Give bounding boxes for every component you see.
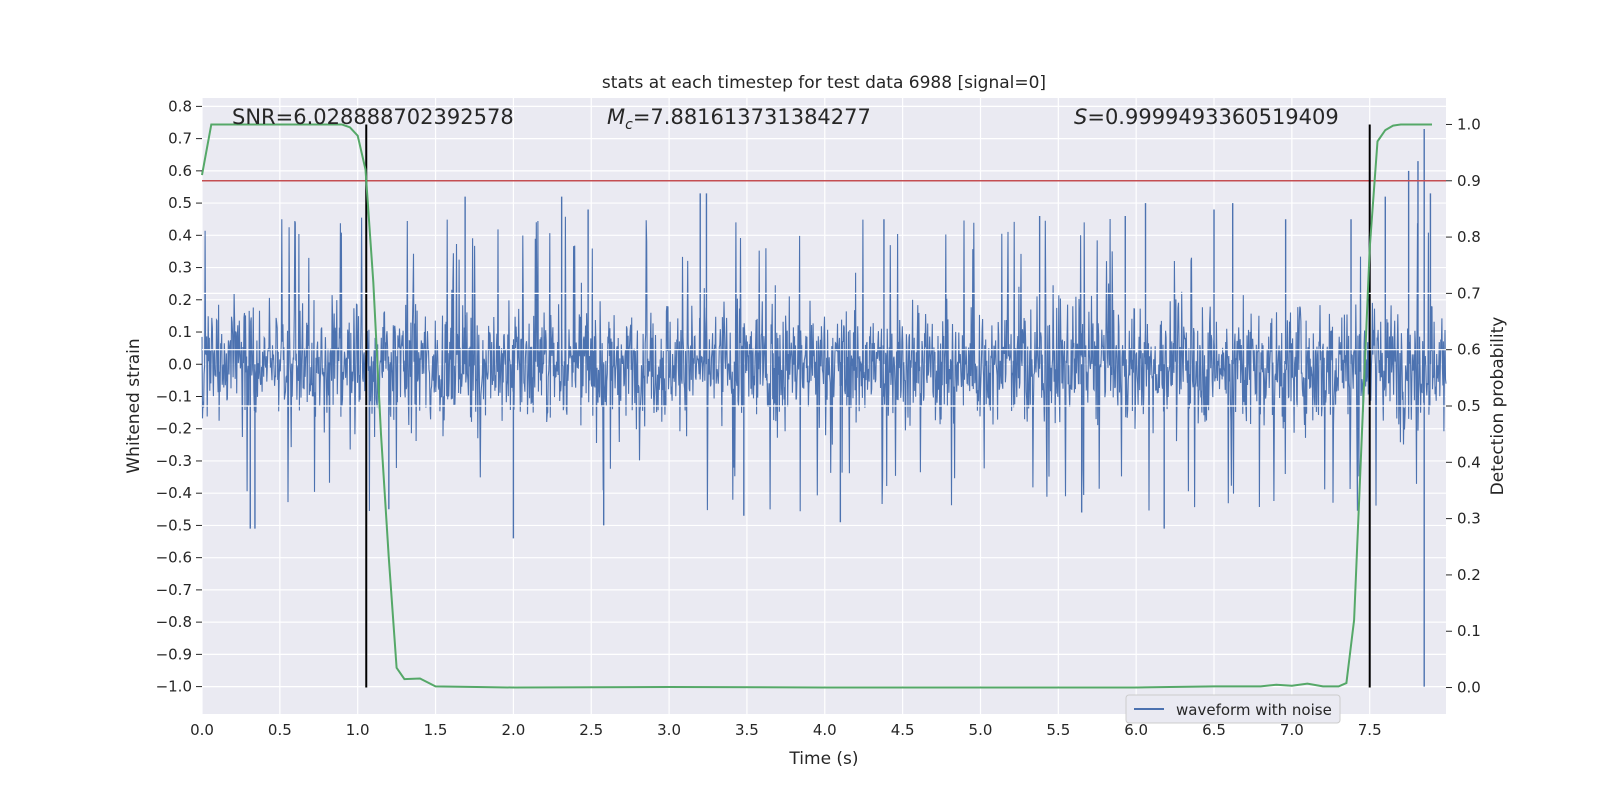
y2-tick-label: 0.9 bbox=[1457, 172, 1481, 190]
overlay-lines bbox=[202, 124, 1446, 688]
y-tick-label: 0.2 bbox=[168, 291, 192, 309]
x-tick-label: 6.5 bbox=[1202, 721, 1226, 739]
mc-annotation: Mc=7.881613731384277 bbox=[607, 105, 871, 133]
y-tick-label: −0.5 bbox=[156, 516, 192, 534]
y-tick-label: 0.5 bbox=[168, 194, 192, 212]
y2-tick-label: 0.3 bbox=[1457, 510, 1481, 528]
x-tick-label: 1.5 bbox=[424, 721, 448, 739]
x-tick-label: 1.0 bbox=[346, 721, 370, 739]
y2-tick-label: 0.0 bbox=[1457, 679, 1481, 697]
x-tick-label: 0.0 bbox=[190, 721, 214, 739]
probability-line bbox=[201, 123, 1432, 689]
legend: waveform with noise bbox=[1125, 694, 1341, 724]
x-tick-label: 6.0 bbox=[1124, 721, 1148, 739]
x-tick-label: 2.5 bbox=[579, 721, 603, 739]
x-tick-label: 0.5 bbox=[268, 721, 292, 739]
y-tick-label: −0.9 bbox=[156, 645, 192, 663]
y-tick-label: −0.2 bbox=[156, 420, 192, 438]
s-annotation: S=0.9999493360519409 bbox=[1074, 105, 1339, 129]
x-tick-label: 4.5 bbox=[891, 721, 915, 739]
legend-box bbox=[1125, 694, 1341, 724]
y2-axis-label: Detection probability bbox=[1488, 317, 1508, 496]
y-tick-label: −0.6 bbox=[156, 549, 192, 567]
y2-tick-label: 0.5 bbox=[1457, 397, 1481, 415]
y2-tick-label: 0.8 bbox=[1457, 228, 1481, 246]
y2-tick-label: 0.1 bbox=[1457, 622, 1481, 640]
legend-label: waveform with noise bbox=[1176, 701, 1332, 719]
y-tick-label: −1.0 bbox=[156, 678, 192, 696]
y-tick-label: 0.6 bbox=[168, 162, 192, 180]
y-tick-label: −0.7 bbox=[156, 581, 192, 599]
y2-tick-label: 0.6 bbox=[1457, 341, 1481, 359]
x-tick-label: 5.5 bbox=[1046, 721, 1070, 739]
mc-annotation-value: =7.881613731384277 bbox=[633, 105, 871, 129]
y-tick-label: 0.7 bbox=[168, 130, 192, 148]
x-tick-label: 3.0 bbox=[657, 721, 681, 739]
y-tick-label: 0.8 bbox=[168, 97, 192, 115]
y-tick-label: −0.8 bbox=[156, 613, 192, 631]
y2-tick-label: 0.7 bbox=[1457, 284, 1481, 302]
y2-tick-label: 1.0 bbox=[1457, 115, 1481, 133]
x-tick-label: 5.0 bbox=[969, 721, 993, 739]
snr-annotation: SNR=6.028888702392578 bbox=[232, 105, 514, 129]
probability-series bbox=[201, 123, 1432, 689]
x-tick-label: 4.0 bbox=[813, 721, 837, 739]
y-tick-label: −0.4 bbox=[156, 484, 192, 502]
chart-title: stats at each timestep for test data 698… bbox=[602, 73, 1046, 93]
y-tick-label: 0.0 bbox=[168, 355, 192, 373]
axes-ticks: 0.0 0.5 1.0 1.5 2.0 2.5 3.0 3.5 4.0 4.5 5.0 5.5 6.0 6… bbox=[156, 97, 1481, 739]
x-tick-label: 7.5 bbox=[1358, 721, 1382, 739]
x-tick-label: 2.0 bbox=[501, 721, 525, 739]
y-axis-label: Whitened strain bbox=[124, 338, 144, 473]
y2-tick-label: 0.2 bbox=[1457, 566, 1481, 584]
waveform-series bbox=[201, 128, 1447, 687]
y-tick-label: −0.3 bbox=[156, 452, 192, 470]
y2-tick-label: 0.4 bbox=[1457, 453, 1481, 471]
s-annotation-value: =0.9999493360519409 bbox=[1087, 105, 1338, 129]
y-tick-label: 0.1 bbox=[168, 323, 192, 341]
y-tick-label: 0.4 bbox=[168, 226, 192, 244]
y-tick-label: 0.3 bbox=[168, 259, 192, 277]
x-tick-label: 3.5 bbox=[735, 721, 759, 739]
x-axis-label: Time (s) bbox=[788, 749, 858, 769]
y-tick-label: −0.1 bbox=[156, 387, 192, 405]
waveform-line bbox=[201, 216, 1447, 512]
x-tick-label: 7.0 bbox=[1280, 721, 1304, 739]
